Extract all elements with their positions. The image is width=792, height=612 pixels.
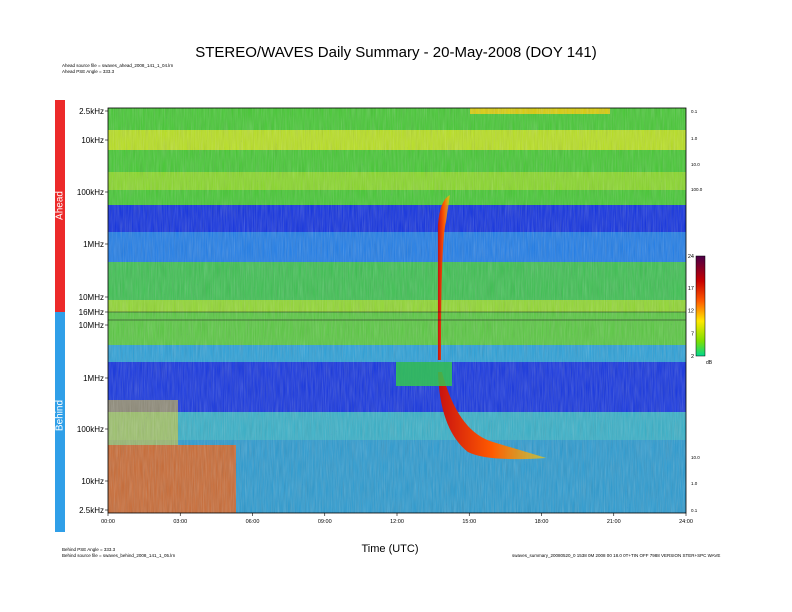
y-tick-label: 10kHz [81,136,104,145]
spectrogram-texture [108,108,686,513]
y-tick-label: 16MHz [79,308,104,317]
x-tick-label: 09:00 [318,519,332,525]
right-tick-label: 10.0 [691,162,700,167]
colorbar-tick-label: 12 [688,309,694,315]
chart-title: STEREO/WAVES Daily Summary - 20-May-2008… [195,44,597,61]
right-tick-label: 1.0 [691,481,698,486]
x-axis-label: Time (UTC) [361,543,419,555]
colorbar [695,255,706,357]
x-tick-label: 15:00 [462,519,476,525]
y-tick-label: 100kHz [77,425,104,434]
behind-panel-marker: Behind [55,312,66,532]
y-tick-label: 1MHz [83,240,104,249]
ahead-pse-angle-label: Ahead PSE Angle = 333.3 [62,69,115,74]
ahead-radio-burst [437,195,450,360]
x-tick-label: 06:00 [246,519,260,525]
x-tick-label: 00:00 [101,519,115,525]
y-tick-label: 10MHz [79,321,104,330]
x-tick-label: 21:00 [607,519,621,525]
colorbar-unit: dB [706,360,713,366]
y-tick-label: 2.5kHz [79,107,104,116]
right-tick-label: 10.0 [691,455,700,460]
ahead-panel-marker: Ahead [55,100,66,312]
colorbar-tick-label: 2 [691,354,694,360]
y-tick-label: 2.5kHz [79,506,104,515]
x-tick-label: 12:00 [390,519,404,525]
x-tick-label: 24:00 [679,519,693,525]
y-tick-label: 10MHz [79,293,104,302]
y-tick-label: 10kHz [81,477,104,486]
behind-radio-burst [437,372,547,460]
x-tick-label: 03:00 [173,519,187,525]
x-tick-label: 18:00 [535,519,549,525]
footer-identifier: swaves_summary_20080520_0 1538 0M 2008 0… [512,553,721,558]
right-tick-label: 0.1 [691,109,698,114]
colorbar-tick-label: 24 [688,254,694,260]
y-tick-label: 100kHz [77,188,104,197]
behind-pse-angle-label: Behind PSE Angle = 333.3 [62,547,116,552]
behind-source-file-label: Behind source file = swaves_behind_2008_… [62,553,176,558]
interference-patch [396,362,452,386]
right-tick-label: 0.1 [691,508,698,513]
right-tick-label: 1.0 [691,136,698,141]
colorbar-tick-label: 7 [691,331,694,337]
right-tick-label: 100.0 [691,187,703,192]
y-tick-label: 1MHz [83,374,104,383]
ahead-source-file-label: Ahead source file = swaves_ahead_2008_14… [62,63,174,68]
colorbar-tick-label: 17 [688,286,694,292]
